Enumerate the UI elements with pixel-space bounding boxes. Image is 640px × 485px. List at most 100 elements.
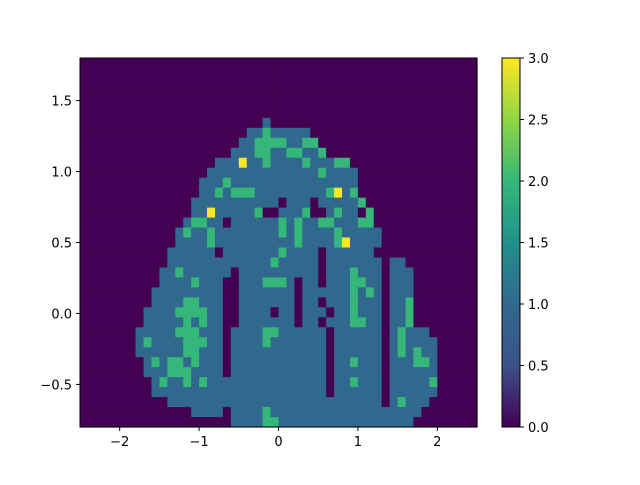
heatmap-cell — [374, 108, 383, 119]
heatmap-cell — [342, 277, 351, 288]
heatmap-cell — [144, 297, 153, 308]
heatmap-cell — [279, 417, 288, 428]
heatmap-cell — [318, 247, 327, 258]
heatmap-cell — [406, 337, 415, 348]
heatmap-cell — [366, 267, 375, 278]
heatmap-cell — [366, 337, 375, 348]
heatmap-cell — [437, 367, 446, 378]
heatmap-cell — [453, 317, 462, 328]
heatmap-cell — [247, 417, 256, 428]
heatmap-cell — [429, 148, 438, 159]
heatmap-cell — [159, 218, 168, 229]
heatmap-cell — [390, 387, 399, 398]
heatmap-cell — [429, 387, 438, 398]
heatmap-cell — [390, 357, 399, 368]
heatmap-cell — [104, 417, 113, 428]
heatmap-cell — [279, 198, 288, 209]
heatmap-cell — [286, 218, 295, 229]
heatmap-cell — [461, 78, 470, 89]
heatmap-cell — [175, 128, 184, 139]
heatmap-cell — [239, 148, 248, 159]
heatmap-cell — [279, 148, 288, 159]
heatmap-cell — [318, 317, 327, 328]
heatmap-cell — [191, 417, 200, 428]
heatmap-cell — [382, 158, 391, 169]
heatmap-cell — [382, 88, 391, 99]
heatmap-cell — [437, 208, 446, 219]
heatmap-cell — [398, 417, 407, 428]
heatmap-cell — [151, 158, 160, 169]
heatmap-cell — [104, 347, 113, 358]
heatmap-cell — [429, 218, 438, 229]
heatmap-cell — [183, 128, 192, 139]
heatmap-cell — [310, 327, 319, 338]
heatmap-cell — [151, 377, 160, 388]
heatmap-cell — [406, 228, 415, 239]
heatmap-cell — [247, 218, 256, 229]
heatmap-cell — [167, 277, 176, 288]
heatmap-cell — [247, 238, 256, 249]
heatmap-cell — [406, 397, 415, 408]
heatmap-cell — [350, 208, 359, 219]
heatmap-cell — [310, 218, 319, 229]
heatmap-cell — [207, 158, 216, 169]
heatmap-cell — [279, 267, 288, 278]
heatmap-cell — [366, 327, 375, 338]
heatmap-cell — [326, 218, 335, 229]
heatmap-cell — [231, 58, 240, 69]
heatmap-cell — [112, 238, 121, 249]
heatmap-cell — [271, 78, 280, 89]
heatmap-cell — [294, 228, 303, 239]
heatmap-cell — [239, 78, 248, 89]
heatmap-cell — [390, 68, 399, 79]
heatmap-cell — [183, 367, 192, 378]
heatmap-cell — [231, 287, 240, 298]
heatmap-cell — [151, 78, 160, 89]
heatmap-cell — [437, 307, 446, 318]
heatmap-cell — [144, 138, 153, 149]
heatmap-cell — [469, 128, 478, 139]
heatmap-cell — [469, 417, 478, 428]
heatmap-cell — [366, 148, 375, 159]
heatmap-cell — [294, 257, 303, 268]
heatmap-cell — [239, 367, 248, 378]
heatmap-cell — [437, 327, 446, 338]
heatmap-cell — [215, 58, 224, 69]
heatmap-cell — [223, 327, 232, 338]
y-tick-label: 1.0 — [51, 166, 72, 181]
colorbar-tick-label: 2.5 — [528, 114, 549, 129]
heatmap-cell — [302, 158, 311, 169]
heatmap-cell — [271, 407, 280, 418]
heatmap-cell — [128, 158, 137, 169]
heatmap-cell — [398, 347, 407, 358]
heatmap-cell — [151, 88, 160, 99]
heatmap-cell — [159, 337, 168, 348]
heatmap-cell — [374, 367, 383, 378]
heatmap-cell — [255, 58, 264, 69]
heatmap-cell — [453, 347, 462, 358]
heatmap-cell — [183, 287, 192, 298]
heatmap-cell — [286, 78, 295, 89]
heatmap-cell — [413, 417, 422, 428]
heatmap-cell — [279, 98, 288, 109]
heatmap-cell — [445, 198, 454, 209]
heatmap-cell — [342, 148, 351, 159]
heatmap-cell — [413, 188, 422, 199]
heatmap-cell — [159, 347, 168, 358]
heatmap-cell — [406, 148, 415, 159]
heatmap-cell — [263, 128, 272, 139]
heatmap-cell — [223, 397, 232, 408]
heatmap-cell — [382, 407, 391, 418]
heatmap-cell — [406, 218, 415, 229]
heatmap-cell — [310, 158, 319, 169]
heatmap-cell — [310, 277, 319, 288]
heatmap-cell — [461, 138, 470, 149]
heatmap-cell — [429, 347, 438, 358]
heatmap-cell — [294, 108, 303, 119]
heatmap-cell — [191, 188, 200, 199]
heatmap-cell — [128, 138, 137, 149]
heatmap-cell — [294, 58, 303, 69]
heatmap-cell — [96, 178, 105, 189]
heatmap-cell — [207, 198, 216, 209]
heatmap-cell — [96, 397, 105, 408]
